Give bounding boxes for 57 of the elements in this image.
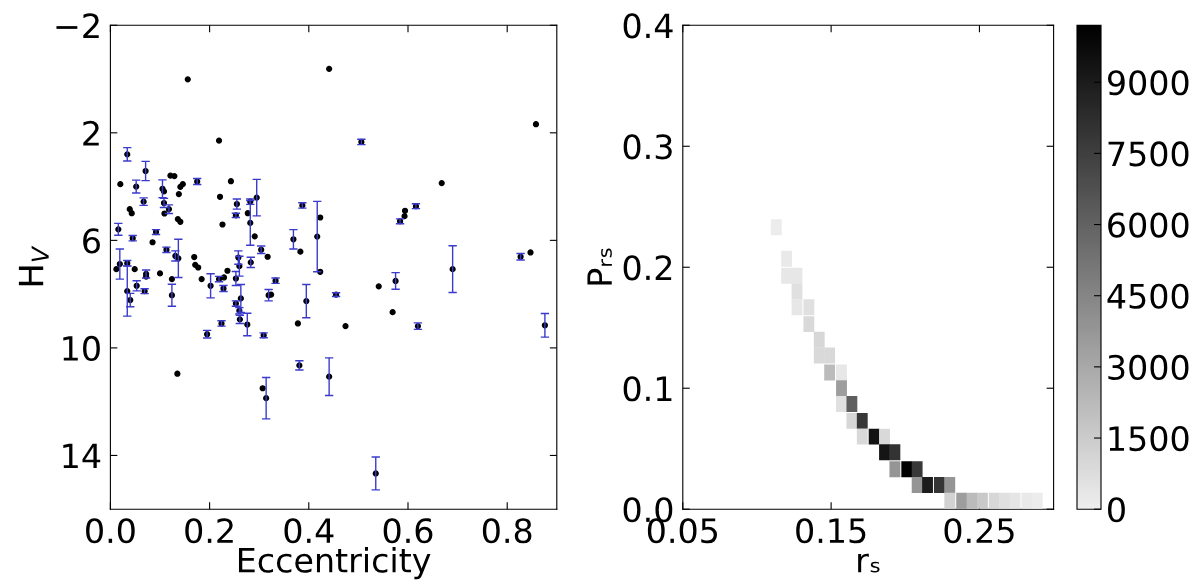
color-bar-label: 1500: [1109, 425, 1189, 452]
y-tick-label: 0.1: [623, 376, 672, 402]
y-tick-label: 0.4: [623, 13, 673, 39]
y-tick-label: 0.2: [623, 255, 672, 281]
y-tick-label: 0.3: [623, 134, 672, 160]
point: [868, 428, 880, 445]
point: [944, 477, 956, 493]
point: [803, 316, 815, 333]
point: [781, 267, 793, 284]
x-tick-label: 0.25: [944, 518, 1014, 544]
color-bar-label: 0: [1108, 497, 1125, 523]
point: [813, 347, 825, 364]
point: [889, 444, 901, 461]
point: [791, 283, 803, 300]
point: [781, 250, 793, 267]
color-bar-label: 7500: [1108, 141, 1189, 167]
point: [911, 477, 923, 493]
point: [856, 428, 868, 445]
color-bar-label: 6000: [1108, 212, 1189, 238]
point: [956, 492, 968, 509]
point: [901, 461, 913, 478]
x-tick-label: 0.15: [796, 518, 866, 544]
point: [1009, 492, 1021, 509]
point: [911, 461, 923, 478]
y-axis-title: Pᵣₛ: [587, 248, 612, 285]
point: [824, 364, 836, 381]
x-tick-label: 0.4: [284, 518, 334, 544]
point: [966, 492, 978, 509]
point: [803, 299, 815, 316]
point: [1021, 492, 1033, 509]
y-tick-label: 6: [83, 228, 100, 254]
color-bar-label: 4500: [1107, 283, 1189, 309]
point: [976, 492, 988, 509]
y-tick-label: 2: [83, 120, 99, 146]
y-tick-label: −2: [56, 13, 99, 38]
x-tick-label: 0.2: [185, 518, 233, 544]
point: [824, 347, 836, 364]
color-bar-label: 9000: [1107, 70, 1189, 96]
point: [846, 395, 858, 412]
y-tick-label: 14: [63, 443, 101, 469]
point: [933, 477, 945, 493]
x-axis-title: Eccentricity: [238, 547, 431, 580]
x-tick-label: 0.8: [482, 518, 532, 544]
x-axis-title: rₛ: [858, 553, 880, 573]
color-bar-label: 3000: [1108, 354, 1189, 381]
point: [988, 492, 1000, 509]
point: [813, 331, 825, 348]
point: [999, 492, 1011, 509]
y-axis-title: H$_{V}$: [18, 245, 49, 286]
point: [944, 492, 956, 509]
y-tick-label: 10: [63, 335, 100, 362]
point: [846, 412, 858, 429]
x-tick-label: 0.6: [383, 518, 433, 544]
point: [791, 299, 803, 316]
point: [889, 461, 901, 478]
point: [1031, 492, 1043, 509]
point: [856, 412, 868, 429]
